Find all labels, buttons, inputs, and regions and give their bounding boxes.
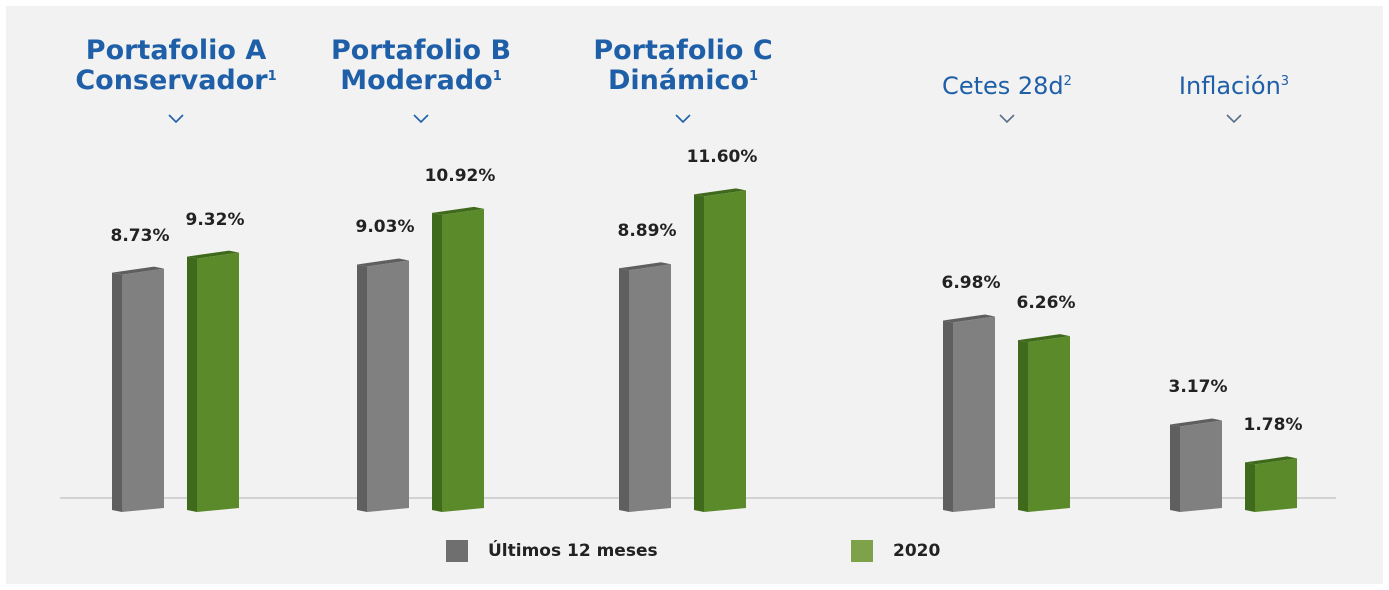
bar-side-face: [619, 268, 629, 512]
value-label-1-3: 6.26%: [1016, 293, 1076, 314]
category-title-3: Cetes 28d2: [942, 72, 1072, 100]
category-title-line1: Cetes 28d2: [942, 72, 1072, 100]
bar-side-face: [112, 272, 122, 512]
bar-top-face: [432, 206, 484, 215]
bar-chart: [60, 114, 1336, 512]
bar-top-face: [694, 188, 746, 197]
bar-top-face: [112, 266, 164, 275]
bar-top-face: [357, 258, 409, 267]
bar-0-0: [112, 266, 164, 512]
bar-top-face: [619, 262, 671, 271]
bar-front-face: [953, 316, 995, 512]
chevron-down-icon: [999, 114, 1015, 124]
bar-front-face: [1028, 336, 1070, 512]
bar-front-face: [197, 252, 239, 512]
bar-front-face: [629, 264, 671, 512]
bar-1-3: [1018, 334, 1070, 512]
value-label-0-3: 6.98%: [941, 273, 1001, 294]
chevron-down-icon: [1226, 114, 1242, 124]
footnote-marker: 3: [1280, 74, 1290, 89]
category-title-line1: Inflación3: [1178, 72, 1290, 100]
category-title-4: Inflación3: [1179, 72, 1289, 100]
category-title-line1: Portafolio A: [85, 35, 267, 66]
value-label-0-2: 8.89%: [617, 221, 677, 242]
bar-0-3: [943, 314, 995, 512]
bar-side-face: [432, 212, 442, 512]
value-label-1-1: 10.92%: [424, 165, 496, 186]
bar-side-face: [694, 194, 704, 512]
category-title-line2: Dinámico1: [607, 65, 759, 96]
bar-front-face: [1255, 458, 1297, 512]
bar-side-face: [187, 256, 197, 512]
bar-front-face: [1180, 420, 1222, 512]
bar-1-0: [187, 250, 239, 512]
footnote-marker: 2: [1063, 74, 1072, 89]
value-label-1-0: 9.32%: [185, 209, 245, 230]
category-title-line1: Portafolio C: [593, 35, 773, 66]
value-label-1-4: 1.78%: [1243, 415, 1303, 436]
bar-0-2: [619, 262, 671, 512]
bar-top-face: [943, 314, 995, 323]
category-title-0: Portafolio A Conservador1: [75, 36, 276, 96]
value-label-0-0: 8.73%: [110, 225, 170, 246]
bar-side-face: [1170, 424, 1180, 512]
footnote-marker: 1: [749, 69, 759, 84]
value-label-0-4: 3.17%: [1168, 377, 1228, 398]
chevron-down-icon: [413, 114, 429, 124]
bar-front-face: [367, 260, 409, 512]
bar-side-face: [943, 320, 953, 512]
category-title-line2: Conservador1: [75, 65, 277, 96]
chevron-down-icon: [675, 114, 691, 124]
chevron-down-icon: [168, 114, 184, 124]
bar-side-face: [357, 264, 367, 512]
bar-top-face: [187, 250, 239, 259]
bar-1-4: [1245, 456, 1297, 512]
bar-top-face: [1245, 456, 1297, 465]
category-title-line2: Moderado1: [340, 65, 502, 96]
bar-front-face: [442, 208, 484, 512]
category-title-2: Portafolio C Dinámico1: [593, 36, 772, 96]
chart-panel: Portafolio A Conservador1 8.73% 9.32% Portaf…: [6, 6, 1383, 584]
bar-side-face: [1018, 340, 1028, 512]
footnote-marker: 1: [267, 69, 277, 84]
bar-0-4: [1170, 418, 1222, 512]
value-label-1-2: 11.60%: [686, 147, 758, 168]
bar-1-1: [432, 206, 484, 512]
footnote-marker: 1: [492, 69, 502, 84]
value-label-0-1: 9.03%: [355, 217, 415, 238]
bar-front-face: [122, 268, 164, 512]
bar-0-1: [357, 258, 409, 512]
bar-top-face: [1018, 334, 1070, 343]
bar-1-2: [694, 188, 746, 512]
bar-front-face: [704, 190, 746, 512]
category-title-1: Portafolio B Moderado1: [331, 36, 511, 96]
bar-side-face: [1245, 462, 1255, 512]
category-title-line1: Portafolio B: [330, 35, 512, 66]
bar-top-face: [1170, 418, 1222, 427]
